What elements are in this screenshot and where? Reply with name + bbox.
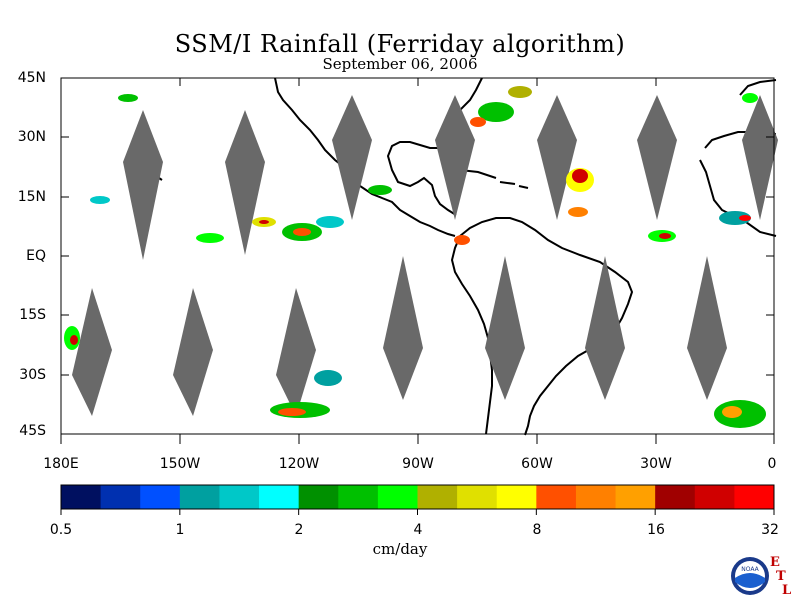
swath-gap <box>687 256 727 400</box>
lat-label: 30S <box>19 367 46 383</box>
swath-gaps <box>72 95 778 416</box>
swath-gap <box>332 95 372 220</box>
rain-patch <box>568 207 588 217</box>
swath-gap <box>123 110 163 260</box>
swath-gap <box>637 95 677 220</box>
colorbar-segment <box>61 485 102 509</box>
caribbean-islands <box>459 169 529 189</box>
colorbar-segment <box>575 485 617 509</box>
rain-patch <box>314 370 342 386</box>
swath-gap <box>485 256 525 400</box>
lon-label: 90W <box>402 456 434 472</box>
swath-gap <box>72 288 112 416</box>
lat-label: 45S <box>19 423 46 439</box>
colorbar-segment <box>496 485 537 509</box>
colorbar-tick-label: 0.5 <box>49 522 73 538</box>
swath-gap <box>742 95 778 220</box>
etl-letter: E <box>770 555 780 570</box>
rain-patch <box>659 233 671 239</box>
etl-letter: T <box>776 569 786 584</box>
lon-label: 0 <box>767 456 777 472</box>
lat-label: 30N <box>17 129 46 145</box>
lat-label: 15N <box>17 189 46 205</box>
swath-gap <box>276 288 316 416</box>
colorbar-segment <box>100 485 141 509</box>
swath-gap <box>173 288 213 416</box>
swath-gap <box>435 95 475 220</box>
lat-label: EQ <box>26 248 46 264</box>
rain-patch <box>572 169 588 183</box>
etl-letter: L <box>782 583 792 598</box>
rain-patch <box>470 117 486 127</box>
rain-patch <box>719 211 751 225</box>
colorbar-segment <box>179 485 220 509</box>
colorbar-tick-label: 4 <box>413 522 423 538</box>
lon-label: 30W <box>640 456 672 472</box>
swath-gap <box>537 95 577 220</box>
rain-patch <box>278 408 306 416</box>
swath-gap <box>225 110 265 255</box>
colorbar <box>60 484 775 515</box>
lon-label: 120W <box>278 456 320 472</box>
colorbar-units: cm/day <box>372 540 428 558</box>
swath-gap <box>585 256 625 400</box>
colorbar-segment <box>615 485 656 509</box>
rain-patch <box>454 235 470 245</box>
logo-text: NOAA <box>741 566 759 573</box>
rain-patch <box>368 185 392 195</box>
colorbar-segment <box>338 485 379 509</box>
colorbar-tick-label: 2 <box>294 522 304 538</box>
lon-label: 150W <box>159 456 201 472</box>
lat-label: 45N <box>17 70 46 86</box>
colorbar-segment <box>655 485 696 509</box>
rain-patch <box>293 228 311 236</box>
rain-patch <box>478 102 514 122</box>
colorbar-segment <box>457 485 498 509</box>
rain-patch <box>722 406 742 418</box>
rain-patch <box>196 233 224 243</box>
colorbar-segment <box>734 485 775 509</box>
colorbar-tick-label: 8 <box>532 522 542 538</box>
colorbar-segment <box>219 485 260 509</box>
etl-mark: E T L <box>770 556 791 598</box>
rain-patch <box>508 86 532 98</box>
rain-patch <box>316 216 344 228</box>
rain-patch <box>70 335 78 345</box>
swath-gap <box>383 256 423 400</box>
colorbar-segment <box>140 485 181 509</box>
map-subtitle: September 06, 2006 <box>322 55 478 73</box>
lon-label: 60W <box>521 456 553 472</box>
noaa-logo-icon: NOAA <box>731 557 769 595</box>
lat-label: 15S <box>19 307 46 323</box>
colorbar-segment <box>694 485 735 509</box>
rain-patch <box>742 93 758 103</box>
rain-patch <box>90 196 110 204</box>
colorbar-tick-label: 1 <box>175 522 185 538</box>
lon-label: 180E <box>43 456 79 472</box>
colorbar-segment <box>377 485 418 509</box>
rain-patch <box>118 94 138 102</box>
colorbar-segment <box>536 485 577 509</box>
colorbar-segment <box>259 485 300 509</box>
colorbar-segment <box>417 485 458 509</box>
europe-coast <box>739 79 777 96</box>
map-title: SSM/I Rainfall (Ferriday algorithm) <box>174 30 626 58</box>
rain-patch <box>739 215 751 221</box>
colorbar-tick-label: 32 <box>761 522 779 538</box>
rain-patches <box>64 86 766 428</box>
axis-ticks <box>60 77 775 444</box>
colorbar-tick-label: 16 <box>647 522 665 538</box>
rain-patch <box>259 220 269 224</box>
south-america-coast <box>450 217 634 436</box>
colorbar-segment <box>298 485 339 509</box>
